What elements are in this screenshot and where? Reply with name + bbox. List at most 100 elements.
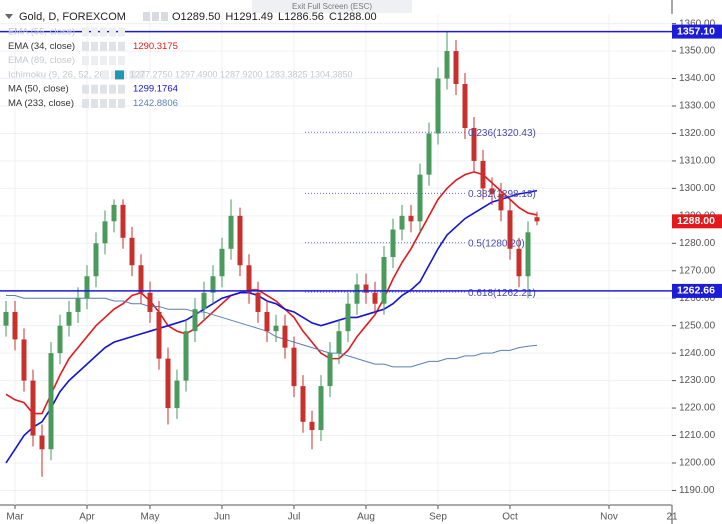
candle-body	[120, 204, 126, 238]
candle-body	[138, 265, 144, 293]
y-tick-label: 1340.00	[679, 73, 716, 84]
indicator-icon	[100, 41, 107, 51]
candle-body	[255, 292, 261, 312]
y-tick-label: 1240.00	[679, 348, 716, 359]
legend: Gold, D, FOREXCOM O1289.50 H1291.49 L1286.5…	[5, 11, 377, 109]
candle-body	[12, 311, 18, 340]
indicator-name: MA (50, close)	[8, 84, 69, 95]
y-tick-label: 1260.00	[679, 293, 716, 304]
candle-body	[363, 284, 369, 293]
legend-icon	[161, 12, 168, 21]
indicator-icon	[118, 41, 125, 51]
x-tick-label: 21	[666, 512, 678, 523]
indicator-icon	[91, 84, 98, 94]
x-tick-label: Apr	[79, 512, 95, 523]
indicator-icon	[82, 84, 89, 94]
indicator-icon	[118, 27, 125, 37]
candle-body	[156, 311, 162, 359]
indicator-line	[5, 171, 538, 415]
exit-banner[interactable]	[252, 0, 412, 13]
indicator-name: EMA (34, close)	[8, 41, 75, 52]
ohlc-value: O1289.50	[172, 11, 220, 23]
candle-body	[210, 276, 216, 293]
indicator-reading: 1277.2750	[130, 69, 173, 79]
candle-body	[462, 84, 468, 128]
candle-body	[417, 174, 423, 222]
indicator-icon	[109, 99, 116, 108]
indicator-name: Ichimoku (9, 26, 52, 26)	[8, 69, 108, 80]
candle-body	[525, 232, 531, 277]
indicator-icon	[118, 56, 125, 66]
candle-body	[57, 325, 63, 354]
x-tick-label: Sep	[429, 512, 447, 523]
candle-body	[174, 380, 180, 409]
indicator-icon-active	[115, 70, 124, 80]
indicator-icon	[82, 41, 89, 51]
last-price-box	[672, 214, 722, 229]
candle-body	[201, 292, 207, 310]
indicator-name: EMA (55, close)	[8, 27, 75, 38]
candle-body	[129, 237, 135, 266]
y-tick-label: 1220.00	[679, 403, 716, 414]
indicator-reading: 1297.4900	[175, 69, 218, 79]
candle-body	[30, 380, 36, 436]
indicator-icon	[82, 27, 89, 37]
indicator-icon	[100, 99, 107, 108]
candle-body	[327, 353, 333, 387]
candle-body	[165, 358, 171, 409]
candle-body	[93, 243, 99, 277]
exit-fullscreen[interactable]: Exit Full Screen (ESC)	[292, 2, 372, 11]
symbol-title: Gold, D, FOREXCOM	[19, 11, 126, 23]
candle-body	[516, 248, 522, 277]
candle-body	[291, 347, 297, 387]
candle-body	[183, 331, 189, 381]
indicator-icon	[109, 84, 116, 94]
y-tick-label: 1210.00	[679, 430, 716, 441]
candle-body	[228, 215, 234, 249]
indicator-icon	[91, 41, 98, 51]
candle-body	[345, 303, 351, 332]
y-tick-label: 1320.00	[679, 128, 716, 139]
legend-icon	[152, 12, 159, 21]
candle-body	[264, 311, 270, 332]
fib-level-label: 0.236(1320.43)	[468, 128, 536, 139]
y-tick-label: 1330.00	[679, 101, 716, 112]
indicator-icon	[100, 56, 107, 66]
hline-price-label: 1262.66	[677, 285, 715, 297]
indicator-line	[5, 189, 538, 464]
indicator-icon	[118, 84, 125, 94]
candle-body	[75, 298, 81, 312]
indicator-icon	[109, 41, 116, 51]
candle-body	[435, 78, 441, 134]
indicator-icon	[91, 56, 98, 66]
y-tick-label: 1270.00	[679, 265, 716, 276]
hline-price-label: 1357.10	[677, 25, 715, 37]
indicator-icon	[118, 99, 125, 108]
x-tick-label: Mar	[6, 512, 24, 523]
candle-body	[507, 210, 513, 249]
hline-price-box	[672, 24, 722, 39]
candle-body	[318, 386, 324, 431]
indicator-icon	[100, 84, 107, 94]
candle-body	[273, 325, 279, 332]
indicator-icon	[82, 99, 89, 108]
plot-area	[0, 14, 673, 505]
candle-body	[147, 292, 153, 312]
y-tick-label: 1190.00	[679, 485, 715, 496]
candle-body	[237, 215, 243, 266]
candle-body	[408, 215, 414, 222]
candle-body	[426, 133, 432, 175]
candle-body	[480, 160, 486, 189]
x-tick-label: Oct	[502, 512, 518, 523]
hline-price-box	[672, 283, 722, 298]
candle-body	[444, 51, 450, 79]
legend-icon	[143, 12, 150, 21]
y-tick-label: 1310.00	[679, 156, 716, 167]
y-tick-label: 1360.00	[679, 18, 716, 29]
y-tick-label: 1230.00	[679, 375, 716, 386]
candle-body	[336, 331, 342, 354]
candle-body	[372, 292, 378, 304]
indicator-reading: 1304.3850	[310, 69, 353, 79]
fib-level-label: 0.382(1298.18)	[468, 189, 536, 200]
